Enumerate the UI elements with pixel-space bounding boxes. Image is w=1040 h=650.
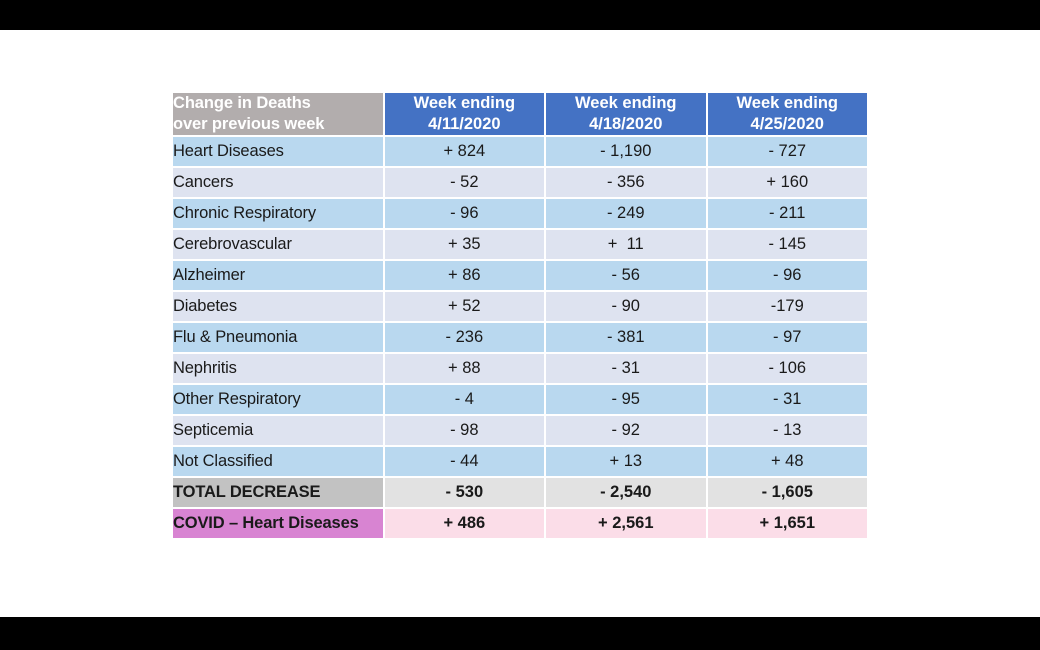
table-row: Heart Diseases + 824 - 1,190 - 727	[172, 136, 868, 168]
row-value-week-1: - 4	[383, 384, 546, 416]
letterbox-top	[0, 0, 1040, 30]
row-value-week-1: + 52	[383, 291, 546, 323]
letterbox-bottom	[0, 617, 1040, 650]
row-value-week-3: - 211	[706, 198, 868, 230]
header-week-2-line2: 4/18/2020	[589, 115, 663, 134]
row-value-week-3: + 160	[706, 167, 868, 199]
row-value-week-3: - 31	[706, 384, 868, 416]
slide-canvas: Change in Deaths over previous week Week…	[0, 30, 1040, 617]
row-value-week-1: + 35	[383, 229, 546, 261]
row-value-week-2: + 11	[545, 229, 707, 261]
header-week-2-line1: Week ending	[575, 94, 677, 112]
row-label: Not Classified	[172, 446, 384, 478]
table-row-total-decrease: TOTAL DECREASE - 530 - 2,540 - 1,605	[172, 477, 868, 509]
row-value-week-1: - 44	[383, 446, 546, 478]
row-value-week-3: + 48	[706, 446, 868, 478]
row-value-week-1: - 52	[383, 167, 546, 199]
table-row: Cancers - 52 - 356 + 160	[172, 167, 868, 199]
row-value-week-3: - 96	[706, 260, 868, 292]
row-value-week-1: - 236	[383, 322, 546, 354]
table-row: Cerebrovascular + 35 + 11 - 145	[172, 229, 868, 261]
header-week-3-line2: 4/25/2020	[750, 115, 824, 134]
table-row: Not Classified - 44 + 13 + 48	[172, 446, 868, 478]
row-label: Septicemia	[172, 415, 384, 447]
covid-row-label: COVID – Heart Diseases	[172, 508, 384, 540]
row-value-week-3: - 106	[706, 353, 868, 385]
total-row-value-week-3: - 1,605	[706, 477, 868, 509]
row-value-week-2: - 31	[545, 353, 707, 385]
row-label: Other Respiratory	[172, 384, 384, 416]
row-label: Nephritis	[172, 353, 384, 385]
table-row: Alzheimer + 86 - 56 - 96	[172, 260, 868, 292]
row-value-week-3: - 145	[706, 229, 868, 261]
row-label: Flu & Pneumonia	[172, 322, 384, 354]
row-value-week-1: - 98	[383, 415, 546, 447]
table-header-row: Change in Deaths over previous week Week…	[172, 92, 868, 137]
row-label: Cancers	[172, 167, 384, 199]
row-value-week-2: - 95	[545, 384, 707, 416]
row-value-week-1: - 96	[383, 198, 546, 230]
header-week-3-line1: Week ending	[736, 94, 838, 112]
row-value-week-3: - 727	[706, 136, 868, 168]
row-value-week-1: + 86	[383, 260, 546, 292]
row-value-week-2: - 249	[545, 198, 707, 230]
table-row: Other Respiratory - 4 - 95 - 31	[172, 384, 868, 416]
table-row: Nephritis + 88 - 31 - 106	[172, 353, 868, 385]
table-row: Diabetes + 52 - 90 -179	[172, 291, 868, 323]
header-week-1-line1: Week ending	[413, 94, 516, 112]
change-in-deaths-table: Change in Deaths over previous week Week…	[172, 92, 868, 540]
row-label: Chronic Respiratory	[172, 198, 384, 230]
row-label: Heart Diseases	[172, 136, 384, 168]
header-cell-week-1: Week ending 4/11/2020	[383, 92, 546, 137]
row-label: Diabetes	[172, 291, 384, 323]
header-cell-week-2: Week ending 4/18/2020	[545, 92, 707, 137]
covid-row-value-week-3: + 1,651	[706, 508, 868, 540]
header-cell-label: Change in Deaths over previous week	[172, 92, 384, 137]
header-cell-week-3: Week ending 4/25/2020	[706, 92, 868, 137]
row-value-week-3: - 13	[706, 415, 868, 447]
covid-row-value-week-2: + 2,561	[545, 508, 707, 540]
row-label: Cerebrovascular	[172, 229, 384, 261]
row-value-week-2: - 92	[545, 415, 707, 447]
covid-row-value-week-1: + 486	[383, 508, 546, 540]
row-value-week-2: - 90	[545, 291, 707, 323]
row-value-week-2: + 13	[545, 446, 707, 478]
total-row-value-week-2: - 2,540	[545, 477, 707, 509]
row-value-week-3: -179	[706, 291, 868, 323]
row-value-week-3: - 97	[706, 322, 868, 354]
header-week-1-line2: 4/11/2020	[428, 115, 501, 134]
table-row: Septicemia - 98 - 92 - 13	[172, 415, 868, 447]
header-label-line1: Change in Deaths	[173, 94, 311, 112]
row-label: Alzheimer	[172, 260, 384, 292]
total-row-label: TOTAL DECREASE	[172, 477, 384, 509]
row-value-week-1: + 824	[383, 136, 546, 168]
row-value-week-2: - 56	[545, 260, 707, 292]
row-value-week-2: - 381	[545, 322, 707, 354]
row-value-week-1: + 88	[383, 353, 546, 385]
table-row-covid-heart-diseases: COVID – Heart Diseases + 486 + 2,561 + 1…	[172, 508, 868, 540]
table-row: Flu & Pneumonia - 236 - 381 - 97	[172, 322, 868, 354]
row-value-week-2: - 356	[545, 167, 707, 199]
header-label-line2: over previous week	[173, 115, 325, 134]
table-header: Change in Deaths over previous week Week…	[172, 92, 868, 137]
total-row-value-week-1: - 530	[383, 477, 546, 509]
table-body: Heart Diseases + 824 - 1,190 - 727 Cance…	[172, 136, 868, 540]
table-row: Chronic Respiratory - 96 - 249 - 211	[172, 198, 868, 230]
row-value-week-2: - 1,190	[545, 136, 707, 168]
